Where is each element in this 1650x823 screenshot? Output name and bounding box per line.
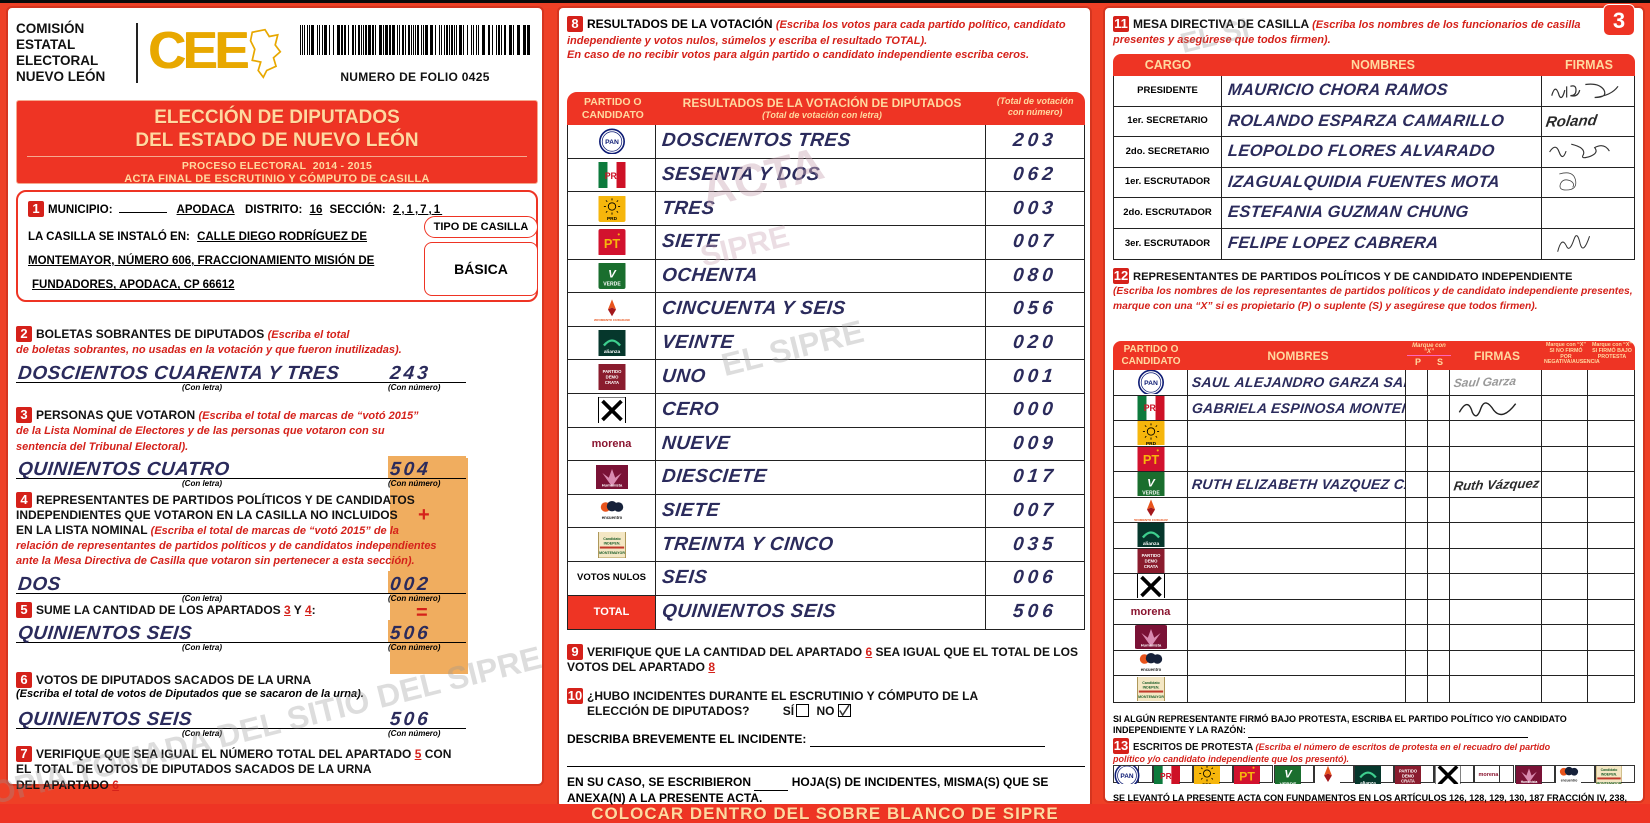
svg-text:CRATA: CRATA	[1401, 778, 1415, 783]
svg-text:Humanista: Humanista	[1520, 780, 1537, 784]
svg-text:MOVIMIENTO CIUDADANO: MOVIMIENTO CIUDADANO	[1315, 783, 1341, 784]
svg-text:PARTIDO: PARTIDO	[1399, 768, 1417, 773]
svg-text:PAN: PAN	[1144, 380, 1158, 387]
svg-text:Candidato: Candidato	[1600, 767, 1617, 771]
svg-text:encuentro: encuentro	[601, 515, 622, 520]
svg-text:MONTEMAYOR: MONTEMAYOR	[1596, 781, 1621, 784]
svg-text:V: V	[1147, 477, 1156, 489]
svg-text:alianza: alianza	[1360, 780, 1376, 784]
svg-text:INDEPEN.: INDEPEN.	[1142, 686, 1159, 690]
svg-text:MOVIMIENTO CIUDADANO: MOVIMIENTO CIUDADANO	[1134, 518, 1168, 522]
svg-text:Candidato: Candidato	[603, 537, 621, 541]
svg-text:INDEPEN.: INDEPEN.	[603, 542, 620, 546]
svg-text:MONTEMAYOR: MONTEMAYOR	[1138, 695, 1164, 699]
svg-text:PAN: PAN	[1120, 773, 1134, 780]
svg-text:PARTIDO: PARTIDO	[602, 369, 622, 374]
svg-text:MONTEMAYOR: MONTEMAYOR	[599, 551, 625, 555]
svg-text:PT: PT	[603, 236, 620, 251]
svg-text:encuentro: encuentro	[1140, 667, 1161, 672]
svg-text:DEMO: DEMO	[1402, 773, 1414, 778]
svg-text:PRD: PRD	[1146, 441, 1157, 446]
svg-text:PT: PT	[1240, 769, 1256, 783]
svg-text:PRD: PRD	[1203, 782, 1213, 784]
svg-text:PAN: PAN	[605, 139, 619, 146]
svg-text:V: V	[608, 269, 617, 281]
svg-text:PRI: PRI	[1143, 403, 1158, 413]
svg-text:alianza: alianza	[603, 348, 620, 354]
svg-text:PARTIDO: PARTIDO	[1141, 553, 1161, 558]
svg-text:alianza: alianza	[1142, 541, 1159, 547]
svg-text:encuentro: encuentro	[1560, 779, 1577, 783]
svg-text:MOVIMIENTO CIUDADANO: MOVIMIENTO CIUDADANO	[594, 318, 630, 322]
svg-text:PRI: PRI	[604, 170, 619, 180]
svg-text:CRATA: CRATA	[604, 380, 618, 385]
svg-text:VERDE: VERDE	[603, 282, 621, 288]
svg-text:PT: PT	[1142, 452, 1159, 467]
svg-text:PRI: PRI	[1160, 770, 1174, 780]
svg-text:VERDE: VERDE	[1279, 781, 1297, 784]
svg-text:PRD: PRD	[607, 216, 618, 222]
svg-text:VERDE: VERDE	[1142, 490, 1160, 496]
svg-text:INDEPEN.: INDEPEN.	[1601, 772, 1617, 776]
svg-text:CRATA: CRATA	[1143, 564, 1157, 569]
svg-text:Candidato: Candidato	[1142, 681, 1160, 685]
svg-text:Humanista: Humanista	[1140, 643, 1161, 648]
svg-text:DEMO: DEMO	[605, 375, 618, 380]
svg-text:DEMO: DEMO	[1144, 559, 1157, 564]
svg-text:Humanista: Humanista	[601, 483, 622, 488]
